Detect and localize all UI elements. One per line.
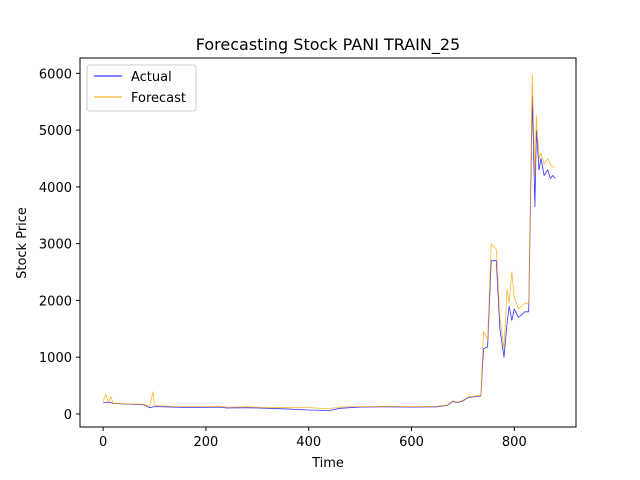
x-tick-label: 0	[99, 435, 107, 450]
legend-label-actual: Actual	[131, 70, 172, 85]
x-tick-label: 600	[399, 435, 424, 450]
y-axis-label: Stock Price	[15, 207, 30, 279]
legend-label-forecast: Forecast	[131, 91, 186, 106]
x-tick-label: 200	[194, 435, 219, 450]
y-tick-label: 5000	[39, 124, 72, 139]
axes-frame	[79, 57, 577, 428]
y-tick-label: 1000	[39, 351, 72, 366]
x-axis-label: Time	[311, 456, 344, 471]
chart-title: Forecasting Stock PANI TRAIN_25	[196, 35, 460, 55]
plot-area: 0 200 400 600 800 0 1000 2000 3000 4000 5000 6000	[39, 57, 577, 450]
y-tick-label: 4000	[39, 181, 72, 196]
y-tick-label: 2000	[39, 294, 72, 309]
y-tick-label: 0	[64, 408, 72, 423]
x-tick-label: 800	[502, 435, 527, 450]
x-tick-label: 400	[296, 435, 321, 450]
y-tick-label: 3000	[39, 238, 72, 253]
y-tick-label: 6000	[39, 67, 72, 82]
legend: Actual Forecast	[86, 64, 197, 112]
series-line-forecast	[102, 74, 556, 409]
